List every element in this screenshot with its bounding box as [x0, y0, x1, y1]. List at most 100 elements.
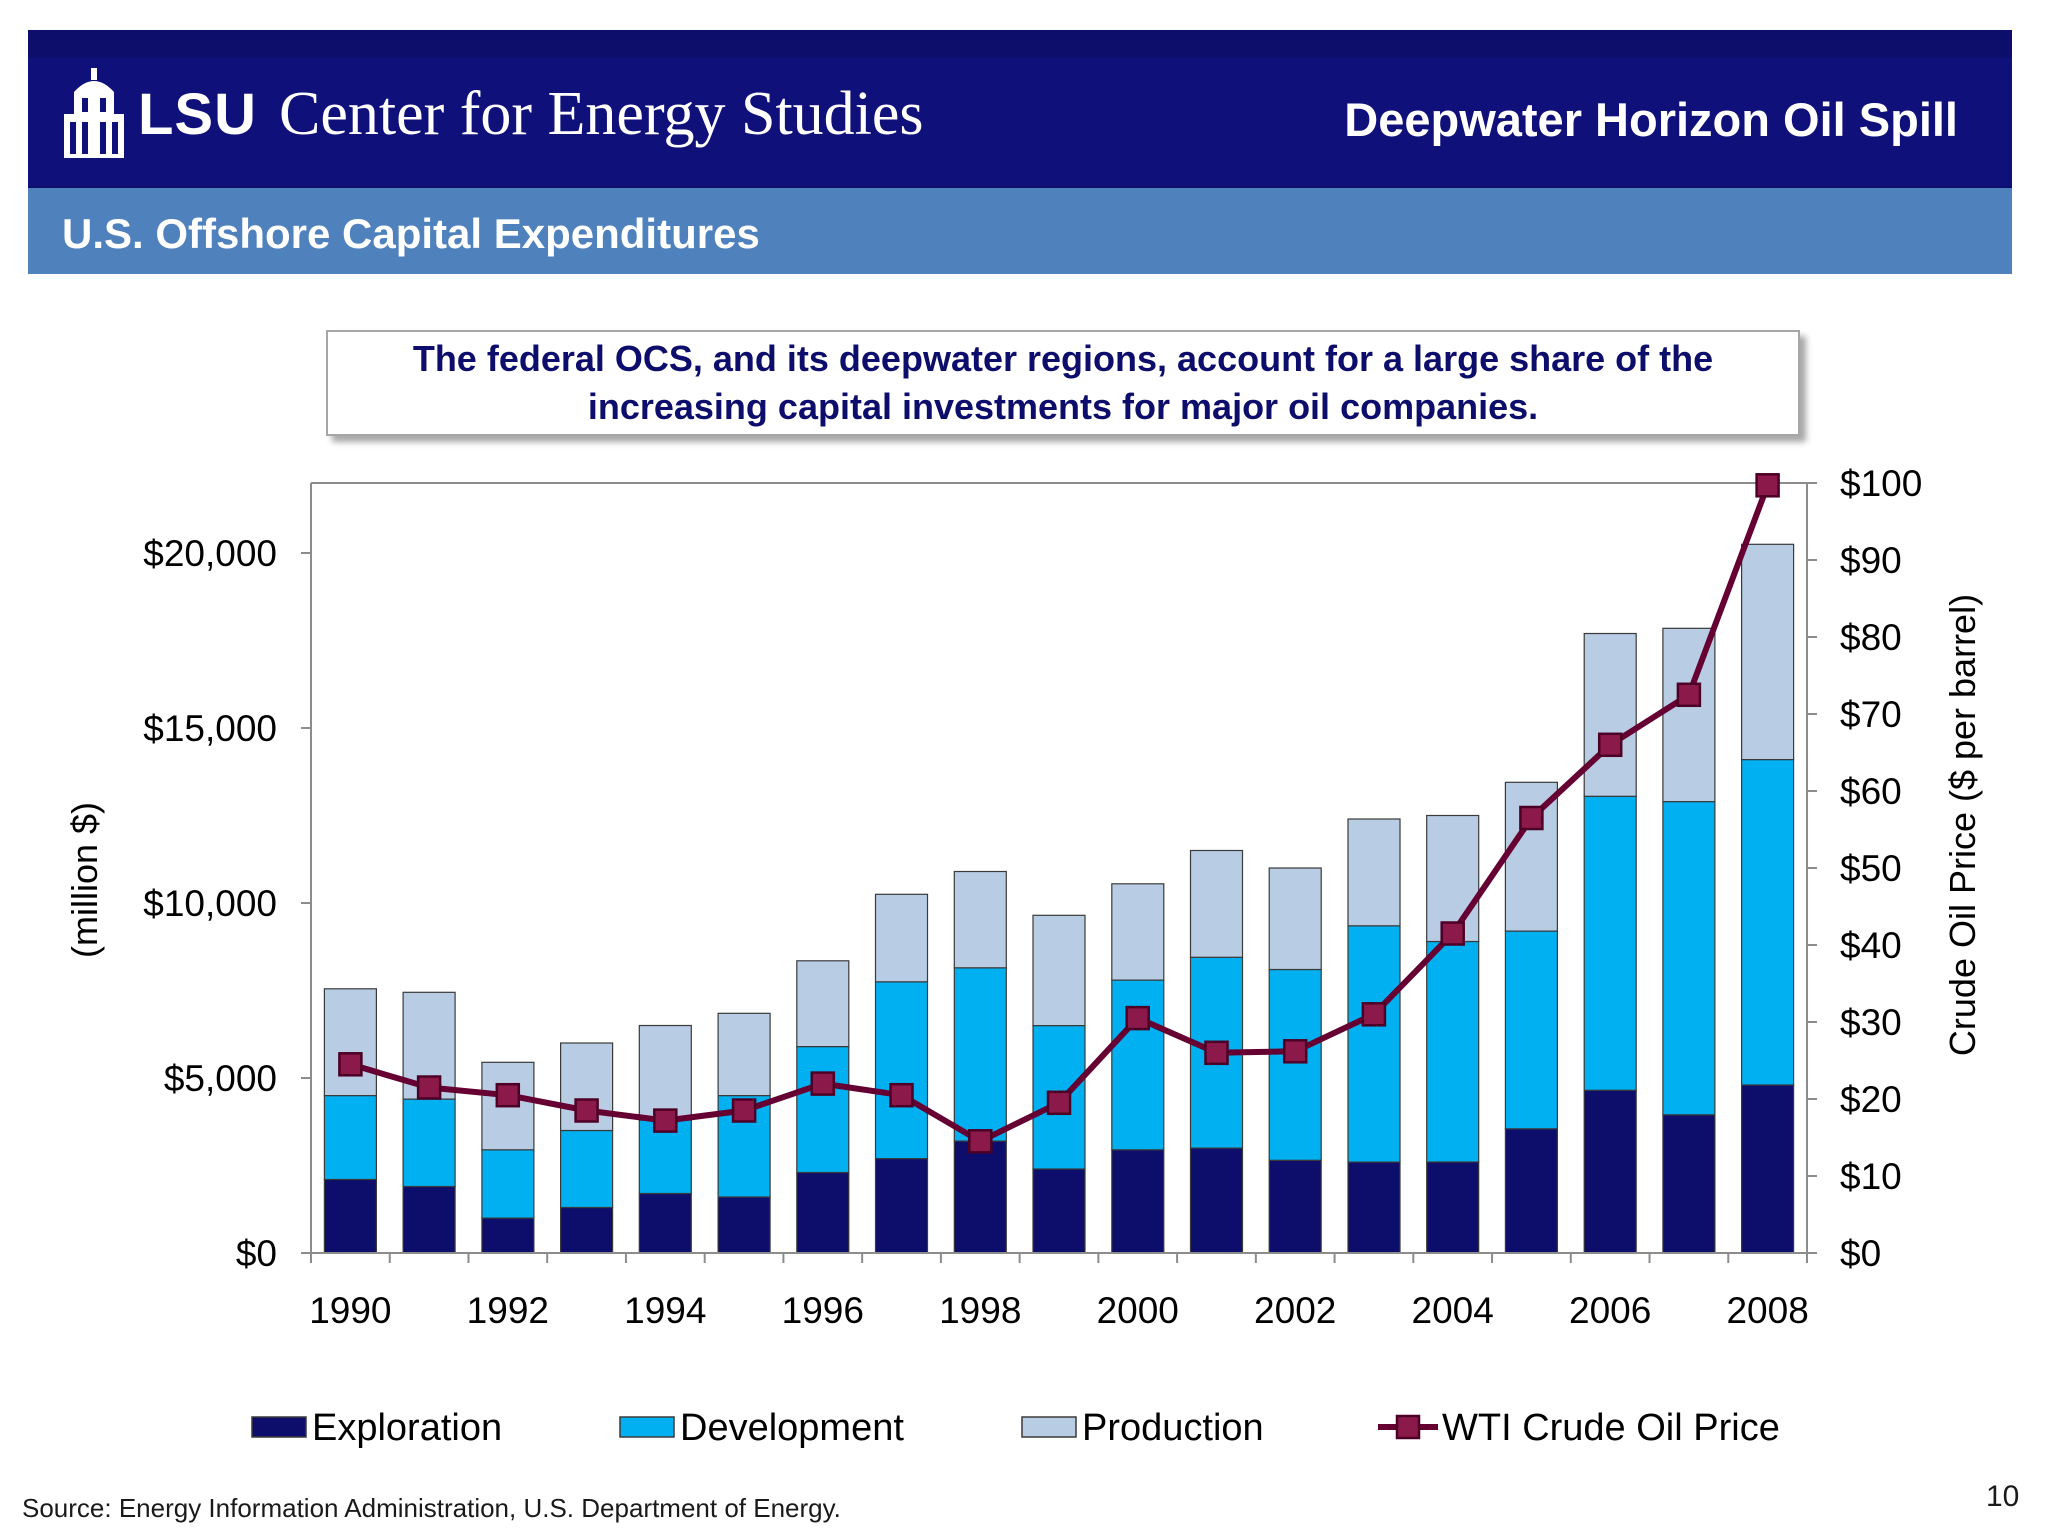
bar-development-1992 — [481, 1149, 535, 1219]
bar-production-1995 — [717, 1012, 771, 1097]
point-wti-1999 — [1046, 1090, 1072, 1116]
axes-layer — [301, 482, 1817, 1263]
point-wti-1996 — [810, 1071, 836, 1096]
bar-exploration-2007 — [1662, 1114, 1716, 1254]
y-left-tick-label: $0 — [236, 1233, 277, 1274]
point-wti-2003 — [1361, 1002, 1387, 1027]
legend: Exploration Development Production WTI Crud… — [251, 1407, 1780, 1449]
bar-exploration-2000 — [1111, 1149, 1165, 1254]
bar-development-2005 — [1504, 930, 1559, 1130]
bar-exploration-2001 — [1189, 1147, 1244, 1254]
y-right-tick-label: $100 — [1840, 463, 1922, 504]
bar-development-1990 — [323, 1094, 377, 1181]
y-right-tick-label: $50 — [1840, 848, 1902, 889]
page-number: 10 — [1986, 1480, 2020, 1513]
label-layer: 1990 1992 1994 1996 1998 2000 2002 2004 2006 2008… — [64, 463, 1983, 1331]
legend-label-production: Production — [1082, 1407, 1264, 1449]
bar-production-1990 — [323, 988, 377, 1097]
point-wti-1995 — [731, 1098, 757, 1123]
y-right-tick-label: $20 — [1840, 1079, 1902, 1120]
y-left-tick-label: $10,000 — [143, 883, 277, 924]
bar-production-1997 — [874, 893, 929, 983]
x-tick-label: 1998 — [939, 1290, 1021, 1331]
legend-swatch-exploration — [251, 1416, 307, 1438]
bar-production-2002 — [1268, 867, 1322, 971]
bar-production-2003 — [1347, 818, 1401, 927]
line-layer — [338, 473, 1780, 1154]
lsu-tower-icon — [64, 68, 124, 158]
y-right-tick-label: $70 — [1840, 694, 1902, 735]
bar-production-1994 — [638, 1024, 692, 1121]
y-left-tick-label: $5,000 — [164, 1058, 277, 1099]
bar-development-1996 — [796, 1045, 850, 1174]
lsu-logo: LSU Center for Energy Studies — [60, 64, 924, 164]
point-wti-1992 — [495, 1082, 521, 1108]
bar-exploration-2006 — [1583, 1089, 1637, 1254]
x-tick-label: 2006 — [1569, 1290, 1651, 1331]
bar-development-2006 — [1583, 795, 1637, 1091]
point-wti-2000 — [1125, 1005, 1150, 1031]
bar-development-1993 — [559, 1129, 614, 1209]
bar-development-2007 — [1662, 800, 1716, 1116]
x-tick-label: 1992 — [467, 1290, 549, 1331]
bar-production-2006 — [1583, 632, 1637, 797]
y-right-tick-label: $80 — [1840, 617, 1902, 658]
bar-exploration-1993 — [559, 1206, 614, 1254]
bar-exploration-1997 — [874, 1157, 929, 1254]
bar-exploration-1998 — [953, 1140, 1007, 1254]
bar-exploration-2003 — [1347, 1161, 1401, 1254]
bar-exploration-1994 — [638, 1192, 692, 1254]
bar-exploration-1999 — [1032, 1168, 1086, 1254]
point-wti-1990 — [338, 1052, 363, 1077]
x-tick-label: 2008 — [1726, 1290, 1808, 1331]
callout-box: The federal OCS, and its deepwater regio… — [326, 330, 1800, 436]
bar-production-2000 — [1111, 883, 1165, 981]
bar-development-1997 — [874, 981, 929, 1160]
x-tick-label: 2000 — [1097, 1290, 1179, 1331]
point-wti-1997 — [889, 1082, 914, 1108]
bar-development-2003 — [1347, 925, 1401, 1163]
y-left-tick-label: $20,000 — [143, 533, 277, 574]
bar-exploration-2004 — [1426, 1161, 1480, 1254]
y-right-tick-label: $10 — [1840, 1156, 1902, 1197]
y-right-tick-label: $60 — [1840, 771, 1902, 812]
logo-lsu-text: LSU — [138, 81, 257, 147]
y-right-tick-label: $40 — [1840, 925, 1902, 966]
x-tick-label: 2004 — [1412, 1290, 1494, 1331]
bar-exploration-1996 — [796, 1171, 850, 1254]
y-left-axis-title: (million $) — [64, 802, 105, 958]
y-right-tick-label: $30 — [1840, 1002, 1902, 1043]
section-title-bar — [28, 188, 2012, 274]
bar-production-2004 — [1426, 814, 1480, 943]
bar-development-1991 — [402, 1098, 456, 1188]
bar-production-1999 — [1032, 914, 1086, 1027]
legend-label-exploration: Exploration — [312, 1407, 502, 1449]
header-inner — [28, 58, 2012, 186]
bar-exploration-1995 — [717, 1196, 771, 1254]
bar-exploration-2002 — [1268, 1159, 1322, 1254]
bar-layer — [323, 543, 1795, 1254]
bar-exploration-2005 — [1504, 1128, 1559, 1254]
y-right-tick-label: $90 — [1840, 540, 1902, 581]
legend-swatch-production — [1021, 1416, 1077, 1438]
bar-development-2008 — [1740, 758, 1795, 1086]
y-left-tick-label: $15,000 — [143, 708, 277, 749]
y-right-tick-label: $0 — [1840, 1233, 1881, 1274]
legend-swatch-development — [619, 1416, 675, 1438]
bar-production-2001 — [1189, 849, 1244, 958]
bar-development-2000 — [1111, 979, 1165, 1151]
point-wti-1994 — [653, 1108, 678, 1133]
source-note: Source: Energy Information Administratio… — [22, 1493, 841, 1523]
point-wti-2008 — [1755, 473, 1780, 498]
bar-production-1996 — [796, 960, 850, 1048]
point-wti-2002 — [1282, 1039, 1308, 1064]
x-tick-label: 1996 — [782, 1290, 864, 1331]
point-wti-2006 — [1597, 732, 1623, 758]
point-wti-1991 — [416, 1075, 442, 1100]
bar-development-2004 — [1426, 940, 1480, 1163]
point-wti-2004 — [1440, 921, 1465, 946]
point-wti-2007 — [1676, 682, 1702, 708]
x-tick-label: 2002 — [1254, 1290, 1336, 1331]
section-title: U.S. Offshore Capital Expenditures — [62, 210, 760, 257]
